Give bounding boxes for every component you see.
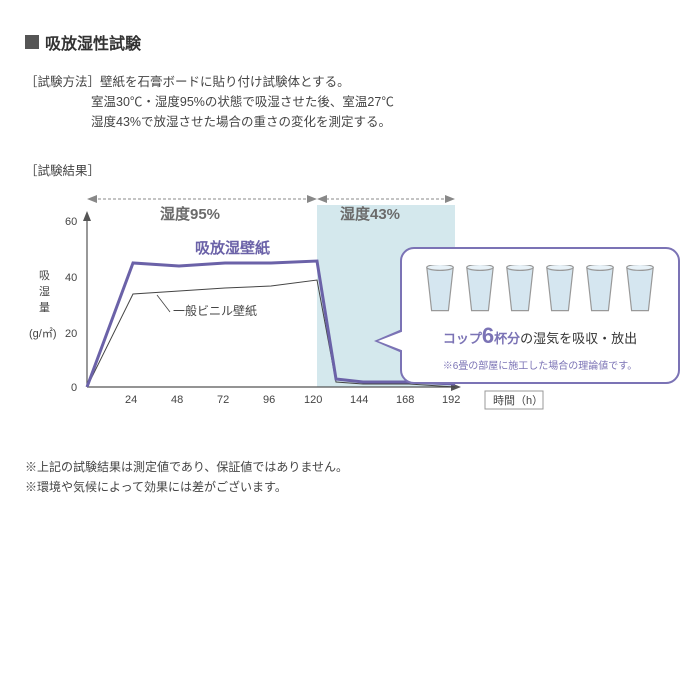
method-line3: 湿度43%で放湿させた場合の重さの変化を測定する。: [25, 112, 675, 132]
ytick-1: 20: [65, 328, 77, 340]
square-bullet-icon: [25, 35, 39, 49]
cup-icon: [422, 265, 458, 313]
y-title-2: 湿: [39, 285, 50, 298]
arrow-left-head-l: [87, 195, 97, 203]
callout-bubble: コップ6杯分の湿気を吸収・放出 ※6畳の部屋に施工した場合の理論値です。: [400, 247, 680, 384]
arrow-right-head-l: [317, 195, 327, 203]
xtick-5: 144: [350, 394, 368, 406]
y-axis-arrow-icon: [83, 211, 91, 221]
series1-label: 吸放湿壁紙: [195, 239, 270, 257]
xtick-6: 168: [396, 394, 414, 406]
x-ticks: 24 48 72 96 120 144 168 192: [125, 394, 460, 406]
humidity-right-label: 湿度43%: [340, 205, 400, 223]
ytick-3: 60: [65, 216, 77, 228]
method-line2: 室温30℃・湿度95%の状態で吸湿させた後、室温27℃: [25, 92, 675, 112]
humidity-left-label: 湿度95%: [160, 205, 220, 223]
xtick-1: 48: [171, 394, 183, 406]
cup-icon: [582, 265, 618, 313]
footnote-1: ※上記の試験結果は測定値であり、保証値ではありません。: [25, 457, 675, 477]
method-line1: 壁紙を石膏ボードに貼り付け試験体とする。: [100, 75, 350, 89]
callout-post: の湿気を吸収・放出: [520, 331, 637, 346]
callout-pre: コップ: [443, 331, 482, 346]
callout-note: ※6畳の部屋に施工した場合の理論値です。: [414, 357, 666, 372]
callout-main-text: コップ6杯分の湿気を吸収・放出: [414, 323, 666, 349]
ytick-2: 40: [65, 272, 77, 284]
cup-icon: [502, 265, 538, 313]
results-label: ［試験結果］: [25, 160, 675, 179]
cup-icon: [462, 265, 498, 313]
title-text: 吸放湿性試験: [45, 30, 141, 54]
xtick-0: 24: [125, 394, 137, 406]
footnotes: ※上記の試験結果は測定値であり、保証値ではありません。 ※環境や気候によって効果…: [25, 457, 675, 498]
cup-icon: [542, 265, 578, 313]
y-unit: (g/㎡): [29, 327, 57, 340]
time-unit-label: 時間（h）: [493, 394, 543, 407]
xtick-7: 192: [442, 394, 460, 406]
series2-leader: [157, 295, 170, 312]
section-title: 吸放湿性試験: [25, 30, 675, 54]
cups-row: [414, 265, 666, 313]
footnote-2: ※環境や気候によって効果には差がございます。: [25, 477, 675, 497]
series2-label: 一般ビニル壁紙: [173, 303, 257, 318]
arrow-left-head-r: [307, 195, 317, 203]
ytick-0: 0: [71, 382, 77, 394]
method-block: ［試験方法］壁紙を石膏ボードに貼り付け試験体とする。 室温30℃・湿度95%の状…: [25, 72, 675, 132]
y-title-1: 吸: [39, 270, 50, 282]
callout-number: 6: [482, 323, 494, 348]
arrow-right-head-r: [445, 195, 455, 203]
xtick-2: 72: [217, 394, 229, 406]
method-label: ［試験方法］: [25, 75, 100, 89]
xtick-3: 96: [263, 394, 275, 406]
callout-cup-word: 杯分: [494, 331, 520, 346]
xtick-4: 120: [304, 394, 322, 406]
chart-container: 湿度95% 湿度43% 0 20 40 60 吸 湿 量 (g/㎡) 24 48…: [25, 187, 675, 437]
y-title-3: 量: [39, 301, 50, 314]
cup-icon: [622, 265, 658, 313]
